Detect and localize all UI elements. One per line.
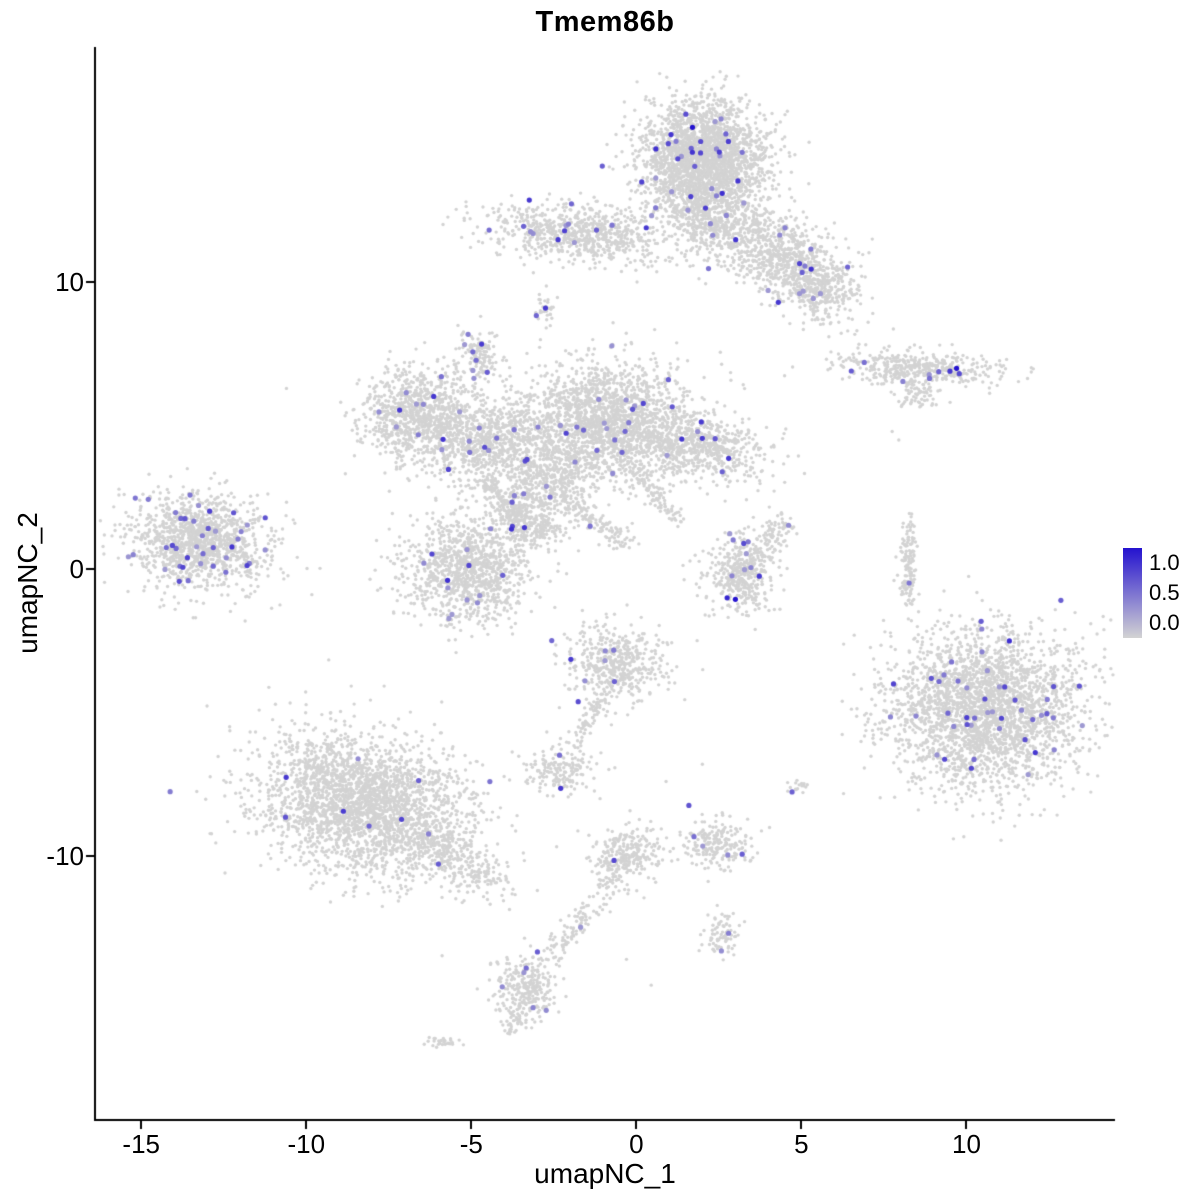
x-axis-tick-labels: -15 -10 -5 0 5 10 <box>0 1129 1200 1161</box>
legend-tick-labels: 1.0 0.5 0.0 <box>1149 548 1180 638</box>
y-tick-label: -10 <box>46 841 84 872</box>
x-tick-label: -15 <box>122 1129 160 1159</box>
legend-tick-high: 1.0 <box>1149 550 1180 575</box>
y-tick-label: 0 <box>69 554 84 585</box>
expression-legend: 1.0 0.5 0.0 <box>1123 548 1180 638</box>
x-axis-label: umapNC_1 <box>534 1158 676 1189</box>
legend-tick-low: 0.0 <box>1149 610 1180 635</box>
y-tick-label: 10 <box>55 267 84 298</box>
y-axis-tick-labels: 10 0 -10 <box>14 0 84 1200</box>
x-tick-label: 0 <box>629 1129 644 1159</box>
plot-title: Tmem86b <box>535 6 675 38</box>
x-tick-label: 5 <box>794 1129 809 1159</box>
legend-colorbar <box>1123 548 1142 638</box>
x-tick-label: -5 <box>459 1129 483 1159</box>
x-tick-label: 10 <box>951 1129 981 1159</box>
legend-tick-mid: 0.5 <box>1149 580 1180 605</box>
x-tick-label: -10 <box>287 1129 326 1159</box>
